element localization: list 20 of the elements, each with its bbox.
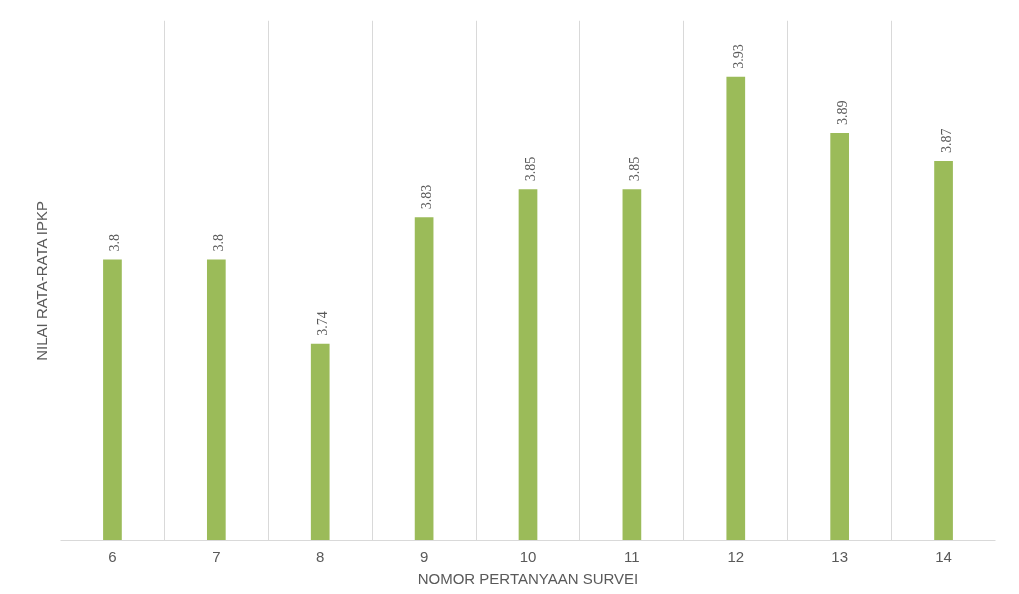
data-label: 3.89 bbox=[834, 100, 850, 125]
y-axis-title: NILAI RATA-RATA IPKP bbox=[32, 201, 50, 361]
data-label: 3.74 bbox=[315, 311, 331, 336]
data-label: 3.85 bbox=[523, 156, 538, 182]
x-tick-label: 7 bbox=[212, 547, 221, 565]
data-label: 3.8 bbox=[107, 233, 123, 252]
x-tick-label: 6 bbox=[108, 547, 117, 565]
data-label: 3.93 bbox=[730, 44, 746, 69]
x-tick-label: 8 bbox=[316, 547, 325, 565]
x-tick-label: 10 bbox=[519, 547, 537, 565]
data-label: 3.87 bbox=[938, 128, 954, 154]
data-label: 3.85 bbox=[626, 156, 642, 182]
x-tick-label: 11 bbox=[624, 547, 640, 565]
data-label: 3.8 bbox=[211, 233, 227, 252]
x-tick-label: 13 bbox=[831, 547, 849, 565]
x-tick-label: 14 bbox=[935, 547, 952, 565]
data-label: 3.83 bbox=[419, 184, 435, 210]
x-tick-label: 12 bbox=[727, 547, 745, 565]
x-tick-label: 9 bbox=[419, 547, 429, 565]
x-axis-title: NOMOR PERTANYAAN SURVEI bbox=[417, 569, 639, 587]
